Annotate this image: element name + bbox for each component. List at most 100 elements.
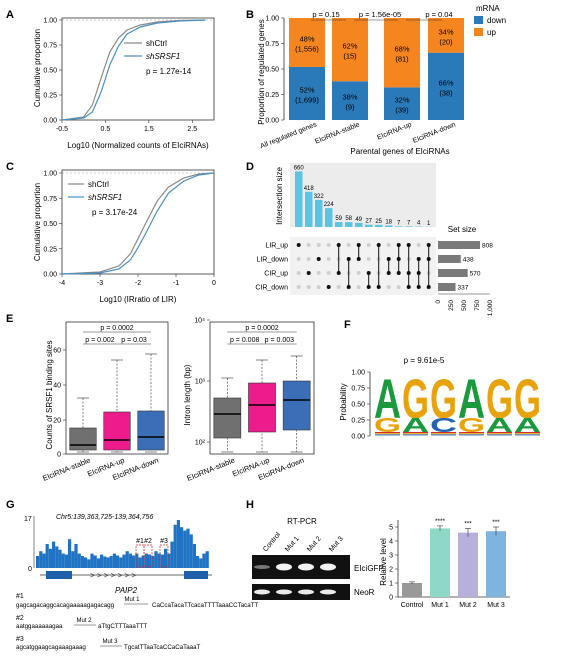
d-matrix-dot bbox=[326, 271, 331, 275]
g-gene-name: PAIP2 bbox=[115, 586, 138, 595]
b-ytick-label: 0.00 bbox=[265, 118, 279, 125]
b-ytick-label: 0.50 bbox=[265, 67, 279, 74]
b-legend-down: down bbox=[487, 16, 506, 25]
h-band-neor bbox=[298, 589, 314, 595]
a-ytick-label: 0.00 bbox=[43, 118, 57, 125]
g-coverage-bar bbox=[183, 530, 187, 568]
f-logo-minor bbox=[403, 433, 428, 435]
d-matrix-dot bbox=[346, 243, 351, 247]
e-box bbox=[248, 382, 276, 433]
d-set-name: LIR_up bbox=[265, 243, 288, 250]
panel-letter-f: F bbox=[344, 319, 351, 331]
g-coverage-bar bbox=[77, 553, 81, 568]
b-bar-up bbox=[289, 18, 325, 67]
c-xtick-label: 0 bbox=[212, 280, 216, 287]
c-xticks: -4 -3 -2 -1 0 bbox=[59, 274, 216, 287]
g-coverage-bar bbox=[186, 528, 190, 568]
g-coverage-bar bbox=[58, 549, 62, 568]
d-matrix-dot bbox=[396, 285, 401, 289]
f-logo-letter: A bbox=[374, 367, 401, 430]
d-matrix-dot bbox=[386, 243, 391, 247]
g-seq1-right: CaCcaTacaTTcacaTTTTaaaCCTacaTT bbox=[152, 602, 258, 609]
f-logo-letter: A bbox=[514, 415, 541, 437]
e-pvalue: p = 0.03 bbox=[121, 337, 147, 344]
g-coverage-bar bbox=[96, 558, 100, 568]
g-coverage-bar bbox=[196, 556, 200, 568]
e-ytick-label: 10⁴ bbox=[194, 318, 205, 325]
d-ylabel: Intersection size bbox=[275, 167, 284, 225]
b-down-pct: 38% bbox=[342, 93, 357, 102]
g-coverage-bar bbox=[61, 553, 65, 568]
f-yticks: 0.00 0.25 0.50 0.75 1.00 bbox=[351, 370, 370, 441]
d-matrix-dot bbox=[316, 271, 321, 275]
f-logo-letter: G bbox=[402, 367, 429, 430]
g-seq2-right: aTtgCTTTaaaTTT bbox=[98, 623, 147, 630]
panel-letter-h: H bbox=[246, 499, 254, 511]
panel-letter-a: A bbox=[6, 9, 14, 21]
a-ytick-label: 1.00 bbox=[43, 18, 57, 25]
e-frame-2 bbox=[209, 321, 315, 455]
g-seq1-mut: Mut 1 bbox=[124, 597, 140, 603]
f-logo-minor bbox=[515, 432, 540, 433]
f-logo-minor bbox=[459, 432, 484, 433]
h-band-label-2: NeoR bbox=[354, 588, 375, 597]
panel-h: H RT-PCR Control Mut 1 Mut 2 Mut 3 EIciGFP … bbox=[246, 499, 510, 609]
b-up-count: (15) bbox=[343, 52, 357, 61]
h-category-label: Mut 3 bbox=[487, 602, 505, 609]
g-seq2-left: aatggaaaaaagaa bbox=[16, 623, 63, 630]
h-lane-labels: Control Mut 1 Mut 2 Mut 3 bbox=[262, 531, 345, 553]
d-bar-label: 7 bbox=[397, 220, 401, 226]
b-pvalue-1: p = 0.15 bbox=[312, 10, 339, 19]
d-matrix-dot bbox=[356, 271, 361, 275]
g-coverage-bar bbox=[36, 556, 40, 568]
panel-c: C Cumulative proportion 0.00 0.25 0.50 0.75… bbox=[6, 161, 216, 304]
g-coverage-bar bbox=[93, 555, 97, 568]
b-ytick-label: 1.00 bbox=[265, 16, 279, 23]
d-bar-label: 660 bbox=[294, 165, 305, 171]
g-site-label: #2 bbox=[144, 538, 152, 545]
g-coverage-bar bbox=[151, 556, 155, 568]
f-logo-minor bbox=[459, 433, 484, 435]
g-seq3-left: agcatggaagcagaaagaaag bbox=[16, 644, 86, 651]
d-set-name: LIR_down bbox=[256, 257, 288, 264]
d-intersection-bar bbox=[385, 225, 393, 227]
f-logo-minor bbox=[375, 432, 400, 433]
a-series-shsrsf1 bbox=[61, 19, 206, 121]
g-site-label: #3 bbox=[160, 538, 168, 545]
h-band-eicigfp bbox=[298, 563, 314, 571]
a-ytick-label: 0.50 bbox=[43, 68, 57, 75]
e-frame-1 bbox=[65, 321, 169, 455]
d-bar-label: 224 bbox=[324, 202, 335, 208]
d-intersection-bar bbox=[405, 226, 413, 227]
d-set-size-bar bbox=[438, 269, 468, 277]
c-legend-sh: shSRSF1 bbox=[88, 193, 122, 202]
h-lane-label: Mut 2 bbox=[306, 535, 323, 553]
b-bar-down bbox=[332, 81, 368, 120]
g-exon-1 bbox=[46, 571, 72, 579]
g-site-label: #1 bbox=[136, 538, 144, 545]
g-coordinate: Chr5:139,363,725-139,364,756 bbox=[56, 514, 153, 521]
g-exon-2 bbox=[184, 571, 208, 579]
panel-b: B Proportion of regulated genes 0.00 0.25… bbox=[246, 4, 506, 156]
c-pvalue: p = 3.17e-24 bbox=[92, 208, 138, 217]
e-pvalue: p = 0.0002 bbox=[245, 325, 278, 332]
f-logo-minor bbox=[487, 433, 512, 435]
h-lane-label: Control bbox=[262, 531, 282, 553]
g-site-box bbox=[143, 544, 153, 568]
d-bar-label: 4 bbox=[417, 221, 421, 227]
a-legend-sh: shSRSF1 bbox=[146, 52, 180, 61]
b-ytick-label: 0.75 bbox=[265, 41, 279, 48]
g-seq2-mut: Mut 2 bbox=[76, 618, 92, 624]
d-set-size-bar bbox=[438, 255, 461, 263]
b-down-pct: 52% bbox=[299, 85, 314, 94]
h-significance: *** bbox=[464, 520, 472, 527]
b-up-count: (81) bbox=[395, 55, 409, 64]
f-logo-minor bbox=[403, 432, 428, 433]
d-setsize-title: Set size bbox=[448, 225, 477, 234]
d-matrix-dot bbox=[356, 285, 361, 289]
d-bar-label: 1 bbox=[427, 221, 431, 227]
g-coverage-bar bbox=[55, 546, 59, 568]
h-band-eicigfp bbox=[320, 563, 336, 571]
a-plot-frame bbox=[61, 17, 215, 121]
